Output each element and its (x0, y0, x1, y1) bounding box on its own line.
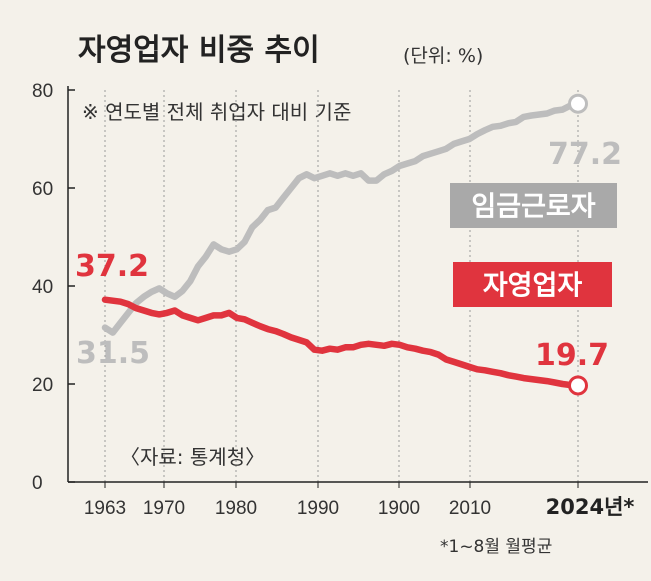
unit-label: (단위: %) (403, 45, 483, 67)
y-tick-label-2: 40 (32, 277, 53, 298)
y-tick-label-4: 80 (32, 81, 53, 102)
y-tick-label-1: 20 (32, 375, 53, 396)
wage-end-value-label: 77.2 (548, 137, 622, 172)
legend-wage-box (450, 183, 617, 228)
self-end-value-label: 19.7 (535, 338, 609, 373)
y-tick-label-0: 0 (32, 473, 43, 494)
source-note: 〈자료: 통계청〉 (120, 445, 265, 469)
x-tick-label-2: 1980 (215, 498, 257, 519)
chart-title: 자영업자 비중 추이 (78, 33, 320, 68)
series-end-marker-wage (568, 93, 588, 114)
self-start-value-label: 37.2 (75, 249, 149, 284)
footnote: *1~8월 월평균 (440, 537, 552, 557)
x-tick-label-6: 2024년* (546, 495, 635, 519)
series-end-marker-self (568, 375, 588, 396)
series-line-wage (101, 100, 582, 336)
x-tick-label-1: 1970 (143, 498, 185, 519)
x-tick-label-0: 1963 (84, 498, 126, 519)
wage-start-value-label: 31.5 (76, 336, 150, 371)
x-tick-label-5: 2010 (449, 498, 491, 519)
series-line-self (101, 296, 582, 389)
series (101, 93, 588, 396)
x-tick-label-4: 1900 (378, 498, 420, 519)
axes: 0 20 40 60 80 1963 1970 1980 1990 1900 2010 2024년* (32, 81, 648, 519)
legend-wage: 임금근로자 (471, 192, 595, 223)
x-tick-label-3: 1990 (297, 498, 339, 519)
legend-self-box (453, 262, 612, 307)
legend-self: 자영업자 (483, 271, 583, 302)
subtitle: ※ 연도별 전체 취업자 대비 기준 (82, 100, 351, 124)
y-tick-label-3: 60 (32, 179, 53, 200)
